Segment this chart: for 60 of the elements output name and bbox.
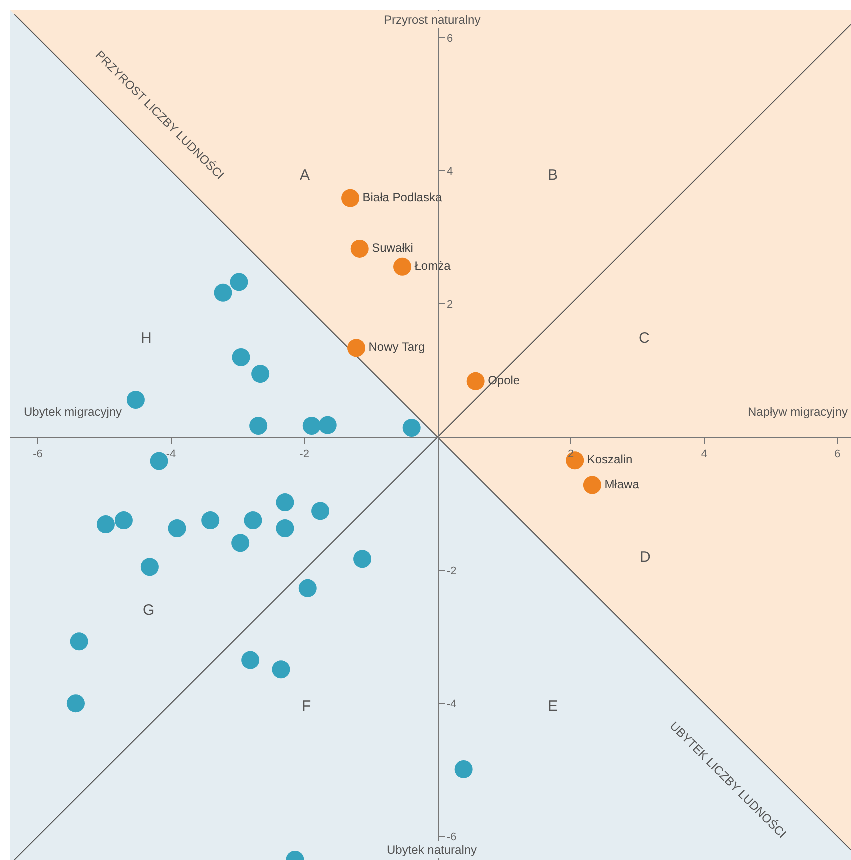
y-tick-label: -4 xyxy=(447,698,457,710)
x-tick-label: -6 xyxy=(33,448,43,461)
point xyxy=(230,273,248,292)
point xyxy=(302,417,321,435)
x-tick-label: 4 xyxy=(701,448,708,461)
x-tick-label: 6 xyxy=(834,448,841,461)
point xyxy=(150,452,168,470)
data-label: Nowy Targ xyxy=(368,340,426,354)
point xyxy=(242,651,260,670)
annotation: G xyxy=(143,602,155,619)
point xyxy=(402,419,421,437)
annotation: D xyxy=(640,549,651,566)
y-tick-label: -6 xyxy=(447,832,457,844)
point xyxy=(276,520,294,538)
annotation: H xyxy=(141,330,152,347)
point xyxy=(244,512,262,530)
point xyxy=(252,365,270,384)
point xyxy=(298,579,317,598)
annotation: C xyxy=(639,330,650,347)
point xyxy=(96,516,115,534)
y-tick-label: -2 xyxy=(447,565,457,578)
annotation: Napływ migracyjny xyxy=(748,405,848,419)
point xyxy=(276,494,294,512)
data-label: Suwałki xyxy=(372,240,414,255)
data-label: Koszalin xyxy=(587,452,633,467)
annotation: Przyrost naturalny xyxy=(384,13,481,27)
point xyxy=(232,348,250,366)
point xyxy=(318,416,337,434)
annotation: A xyxy=(300,167,310,184)
point xyxy=(126,391,145,410)
x-tick-label: -2 xyxy=(300,448,310,461)
data-label: Mława xyxy=(604,477,640,492)
point xyxy=(232,534,250,552)
y-tick-label: 6 xyxy=(447,32,454,45)
point xyxy=(394,258,412,276)
annotation: F xyxy=(302,698,312,715)
point xyxy=(202,512,220,530)
annotation: Ubytek naturalny xyxy=(387,843,478,857)
point xyxy=(70,632,88,651)
point xyxy=(466,372,485,390)
point xyxy=(348,339,366,358)
point xyxy=(272,660,290,679)
point xyxy=(350,240,369,258)
point xyxy=(114,512,133,530)
annotation: B xyxy=(548,167,558,184)
y-tick-label: 2 xyxy=(447,299,454,312)
point xyxy=(66,694,85,713)
x-tick-label: -4 xyxy=(166,448,176,461)
point xyxy=(583,476,602,494)
point xyxy=(168,520,186,538)
y-tick-label: 4 xyxy=(447,166,454,178)
annotation: Ubytek migracyjny xyxy=(24,405,122,419)
point xyxy=(342,189,360,208)
point xyxy=(140,558,159,576)
annotation: E xyxy=(548,698,558,715)
point xyxy=(250,417,268,435)
point xyxy=(214,284,232,302)
point xyxy=(312,502,330,520)
point xyxy=(454,760,473,778)
point xyxy=(354,550,372,568)
